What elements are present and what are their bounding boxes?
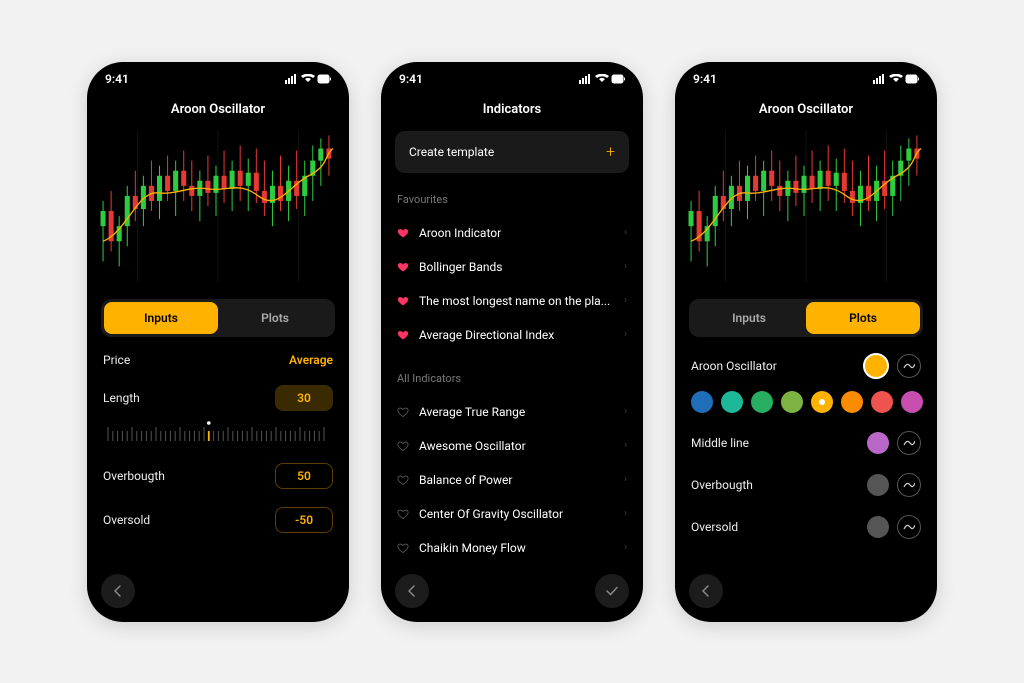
line-style-button[interactable] xyxy=(897,354,921,378)
row-price[interactable]: Price Average xyxy=(103,353,333,367)
palette-swatch[interactable] xyxy=(901,391,923,413)
price-value: Average xyxy=(289,353,333,367)
chevron-right-icon: › xyxy=(624,295,627,306)
create-template-label: Create template xyxy=(409,145,494,159)
back-button[interactable] xyxy=(689,574,723,608)
overbought-label: Overbougth xyxy=(103,469,165,483)
list-item[interactable]: Awesome Oscillator › xyxy=(397,429,627,463)
back-button[interactable] xyxy=(395,574,429,608)
phone-plots-screen: 9:41 Aroon Oscillator Inputs Plots Aroo xyxy=(675,62,937,622)
palette-swatch[interactable] xyxy=(841,391,863,413)
color-swatch-oversold[interactable] xyxy=(867,516,889,538)
status-time: 9:41 xyxy=(105,72,129,86)
status-icons xyxy=(579,72,625,86)
color-swatch-middle[interactable] xyxy=(867,432,889,454)
row-length: Length 30 xyxy=(103,385,333,411)
chevron-right-icon: › xyxy=(624,440,627,451)
plot-middle-label: Middle line xyxy=(691,436,749,450)
palette-swatch[interactable] xyxy=(751,391,773,413)
list-item-label: Chaikin Money Flow xyxy=(419,541,618,555)
plot-aroon-label: Aroon Oscillator xyxy=(691,359,777,373)
status-time: 9:41 xyxy=(399,72,423,86)
list-item[interactable]: Balance of Power › xyxy=(397,463,627,497)
list-item[interactable]: Average Directional Index › xyxy=(397,318,627,352)
palette-swatch[interactable] xyxy=(691,391,713,413)
status-bar: 9:41 xyxy=(87,62,349,96)
line-style-button[interactable] xyxy=(897,473,921,497)
color-swatch-aroon[interactable] xyxy=(863,353,889,379)
length-label: Length xyxy=(103,391,140,405)
page-title: Indicators xyxy=(381,102,643,117)
favourites-title: Favourites xyxy=(397,193,627,206)
chevron-right-icon: › xyxy=(624,329,627,340)
list-item-label: Aroon Indicator xyxy=(419,226,618,240)
candlestick-chart xyxy=(87,117,349,287)
status-bar: 9:41 xyxy=(381,62,643,96)
plot-row-oversold: Oversold xyxy=(691,515,921,539)
list-item[interactable]: Center Of Gravity Oscillator › xyxy=(397,497,627,531)
length-slider[interactable] xyxy=(103,421,333,449)
list-item-label: Bollinger Bands xyxy=(419,260,618,274)
chevron-right-icon: › xyxy=(624,542,627,553)
row-oversold: Oversold -50 xyxy=(103,507,333,533)
plot-row-aroon: Aroon Oscillator xyxy=(691,353,921,379)
plot-oversold-label: Oversold xyxy=(691,520,738,534)
price-label: Price xyxy=(103,353,130,367)
list-item-label: Balance of Power xyxy=(419,473,618,487)
list-item-label: Awesome Oscillator xyxy=(419,439,618,453)
color-palette xyxy=(691,391,921,413)
row-overbought: Overbougth 50 xyxy=(103,463,333,489)
list-item[interactable]: Bollinger Bands › xyxy=(397,250,627,284)
list-item[interactable]: Aroon Indicator › xyxy=(397,216,627,250)
create-template-button[interactable]: Create template + xyxy=(395,131,629,173)
oversold-label: Oversold xyxy=(103,513,150,527)
plus-icon: + xyxy=(606,142,615,161)
oversold-value[interactable]: -50 xyxy=(275,507,333,533)
tab-inputs[interactable]: Inputs xyxy=(692,302,806,334)
palette-swatch[interactable] xyxy=(721,391,743,413)
tab-inputs[interactable]: Inputs xyxy=(104,302,218,334)
plot-row-overbought: Overbougth xyxy=(691,473,921,497)
chevron-right-icon: › xyxy=(624,474,627,485)
back-button[interactable] xyxy=(101,574,135,608)
page-title: Aroon Oscillator xyxy=(87,102,349,117)
list-item-label: Center Of Gravity Oscillator xyxy=(419,507,618,521)
tab-plots[interactable]: Plots xyxy=(806,302,920,334)
list-item-label: Average Directional Index xyxy=(419,328,618,342)
tabs: Inputs Plots xyxy=(101,299,335,337)
tabs: Inputs Plots xyxy=(689,299,923,337)
status-icons xyxy=(873,72,919,86)
plot-row-middle: Middle line xyxy=(691,431,921,455)
list-item-label: Average True Range xyxy=(419,405,618,419)
chevron-right-icon: › xyxy=(624,227,627,238)
overbought-value[interactable]: 50 xyxy=(275,463,333,489)
list-item[interactable]: Chaikin Money Flow › xyxy=(397,531,627,565)
list-item[interactable]: Average True Range › xyxy=(397,395,627,429)
confirm-button[interactable] xyxy=(595,574,629,608)
chevron-right-icon: › xyxy=(624,508,627,519)
status-time: 9:41 xyxy=(693,72,717,86)
line-style-button[interactable] xyxy=(897,515,921,539)
palette-swatch[interactable] xyxy=(811,391,833,413)
plot-overbought-label: Overbougth xyxy=(691,478,753,492)
status-icons xyxy=(285,72,331,86)
phone-inputs-screen: 9:41 Aroon Oscillator Inputs Plots Pric xyxy=(87,62,349,622)
chevron-right-icon: › xyxy=(624,261,627,272)
list-item[interactable]: The most longest name on the pla... › xyxy=(397,284,627,318)
tab-plots[interactable]: Plots xyxy=(218,302,332,334)
list-item-label: The most longest name on the pla... xyxy=(419,294,618,308)
color-swatch-overbought[interactable] xyxy=(867,474,889,496)
all-indicators-title: All Indicators xyxy=(397,372,627,385)
palette-swatch[interactable] xyxy=(871,391,893,413)
length-value[interactable]: 30 xyxy=(275,385,333,411)
line-style-button[interactable] xyxy=(897,431,921,455)
phone-indicators-screen: 9:41 Indicators Create template + Favour… xyxy=(381,62,643,622)
chevron-right-icon: › xyxy=(624,406,627,417)
candlestick-chart xyxy=(675,117,937,287)
page-title: Aroon Oscillator xyxy=(675,102,937,117)
palette-swatch[interactable] xyxy=(781,391,803,413)
status-bar: 9:41 xyxy=(675,62,937,96)
